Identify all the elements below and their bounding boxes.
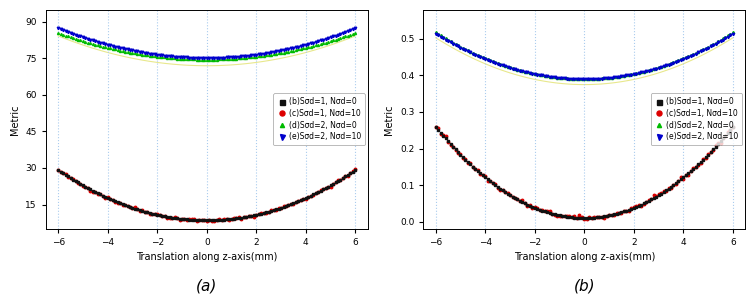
(e)Sσd=2, Nσd=10 [461, 48, 470, 52]
X-axis label: Translation along z-axis(mm): Translation along z-axis(mm) [513, 253, 655, 262]
(e)Sσd=2, Nσd=10 [202, 56, 211, 60]
(c)Sσd=1, Nσd=10 [334, 178, 343, 181]
(b)Sσd=1, Nσd=0 [431, 125, 440, 128]
(e)Sσd=2, Nσd=10 [123, 48, 132, 51]
(b)Sσd=1, Nσd=0 [634, 204, 643, 208]
(d)Sσd=2, Nσd=0 [580, 77, 589, 81]
Line: (d)Sσd=2, Nσd=0: (d)Sσd=2, Nσd=0 [435, 31, 734, 80]
Line: (b)Sσd=1, Nσd=0: (b)Sσd=1, Nσd=0 [434, 125, 734, 219]
(d)Sσd=2, Nσd=0 [431, 30, 440, 34]
Line: (c)Sσd=1, Nσd=10: (c)Sσd=1, Nσd=10 [57, 168, 356, 222]
(c)Sσd=1, Nσd=10 [123, 205, 132, 208]
(d)Sσd=2, Nσd=0 [83, 41, 92, 44]
(e)Sσd=2, Nσd=10 [334, 33, 343, 37]
(b)Sσd=1, Nσd=0 [619, 209, 628, 213]
(b)Sσd=1, Nσd=0 [501, 190, 510, 194]
(c)Sσd=1, Nσd=10 [619, 209, 628, 213]
(b)Sσd=1, Nσd=0 [334, 179, 343, 183]
(b)Sσd=1, Nσd=0 [257, 212, 266, 215]
(c)Sσd=1, Nσd=10 [257, 211, 266, 215]
(c)Sσd=1, Nσd=10 [207, 219, 216, 223]
(d)Sσd=2, Nσd=0 [54, 31, 63, 35]
(e)Sσd=2, Nσd=10 [634, 71, 643, 75]
Text: (a): (a) [196, 278, 217, 293]
(e)Sσd=2, Nσd=10 [729, 32, 738, 36]
(d)Sσd=2, Nσd=0 [461, 47, 470, 51]
(b)Sσd=1, Nσd=0 [83, 186, 92, 190]
(d)Sσd=2, Nσd=0 [334, 37, 343, 41]
(b)Sσd=1, Nσd=0 [711, 145, 720, 148]
X-axis label: Translation along z-axis(mm): Translation along z-axis(mm) [136, 253, 277, 262]
Line: (d)Sσd=2, Nσd=0: (d)Sσd=2, Nσd=0 [57, 32, 356, 61]
(d)Sσd=2, Nσd=0 [123, 50, 132, 54]
(b)Sσd=1, Nσd=0 [54, 168, 63, 172]
(e)Sσd=2, Nσd=10 [557, 76, 566, 80]
(c)Sσd=1, Nσd=10 [431, 126, 440, 129]
(d)Sσd=2, Nσd=0 [501, 64, 510, 68]
Line: (e)Sσd=2, Nσd=10: (e)Sσd=2, Nσd=10 [57, 27, 356, 59]
(c)Sσd=1, Nσd=10 [351, 168, 360, 171]
(b)Sσd=1, Nσd=0 [580, 216, 589, 220]
(c)Sσd=1, Nσd=10 [711, 143, 720, 147]
Y-axis label: Metric: Metric [10, 104, 20, 135]
(c)Sσd=1, Nσd=10 [634, 203, 643, 207]
(c)Sσd=1, Nσd=10 [729, 125, 738, 129]
(e)Sσd=2, Nσd=10 [257, 52, 266, 56]
(d)Sσd=2, Nσd=0 [634, 71, 643, 75]
(d)Sσd=2, Nσd=0 [351, 31, 360, 35]
(b)Sσd=1, Nσd=0 [202, 218, 211, 222]
(b)Sσd=1, Nσd=0 [557, 214, 566, 218]
Legend: (b)Sσd=1, Nσd=0, (c)Sσd=1, Nσd=10, (d)Sσd=2, Nσd=0, (e)Sσd=2, Nσd=10: (b)Sσd=1, Nσd=0, (c)Sσd=1, Nσd=10, (d)Sσ… [651, 93, 742, 145]
(e)Sσd=2, Nσd=10 [619, 74, 628, 78]
(d)Sσd=2, Nσd=0 [180, 57, 189, 61]
(b)Sσd=1, Nσd=0 [242, 215, 251, 219]
(c)Sσd=1, Nσd=10 [501, 190, 510, 193]
(e)Sσd=2, Nσd=10 [83, 37, 92, 41]
(b)Sσd=1, Nσd=0 [123, 204, 132, 208]
(d)Sσd=2, Nσd=0 [202, 58, 211, 62]
(b)Sσd=1, Nσd=0 [729, 125, 738, 128]
(c)Sσd=1, Nσd=10 [180, 218, 189, 221]
(c)Sσd=1, Nσd=10 [461, 157, 470, 161]
(b)Sσd=1, Nσd=0 [351, 168, 360, 172]
Line: (e)Sσd=2, Nσd=10: (e)Sσd=2, Nσd=10 [434, 33, 734, 80]
(d)Sσd=2, Nσd=0 [711, 41, 720, 44]
(c)Sσd=1, Nσd=10 [83, 186, 92, 190]
(e)Sσd=2, Nσd=10 [501, 64, 510, 68]
(b)Sσd=1, Nσd=0 [461, 158, 470, 161]
Line: (c)Sσd=1, Nσd=10: (c)Sσd=1, Nσd=10 [434, 126, 734, 220]
(c)Sσd=1, Nσd=10 [557, 214, 566, 218]
(e)Sσd=2, Nσd=10 [711, 42, 720, 46]
(e)Sσd=2, Nσd=10 [242, 54, 251, 58]
(b)Sσd=1, Nσd=0 [180, 217, 189, 221]
(d)Sσd=2, Nσd=0 [242, 56, 251, 59]
(e)Sσd=2, Nσd=10 [351, 26, 360, 30]
(c)Sσd=1, Nσd=10 [242, 215, 251, 219]
(d)Sσd=2, Nσd=0 [257, 54, 266, 58]
(e)Sσd=2, Nσd=10 [180, 55, 189, 59]
(d)Sσd=2, Nσd=0 [557, 76, 566, 80]
(c)Sσd=1, Nσd=10 [582, 217, 591, 221]
Line: (b)Sσd=1, Nσd=0: (b)Sσd=1, Nσd=0 [57, 169, 356, 221]
(e)Sσd=2, Nσd=10 [580, 77, 589, 81]
(d)Sσd=2, Nσd=0 [619, 74, 628, 78]
Y-axis label: Metric: Metric [384, 104, 394, 135]
Legend: (b)Sσd=1, Nσd=0, (c)Sσd=1, Nσd=10, (d)Sσd=2, Nσd=0, (e)Sσd=2, Nσd=10: (b)Sσd=1, Nσd=0, (c)Sσd=1, Nσd=10, (d)Sσ… [273, 93, 365, 145]
(c)Sσd=1, Nσd=10 [54, 168, 63, 172]
(d)Sσd=2, Nσd=0 [729, 30, 738, 34]
(e)Sσd=2, Nσd=10 [54, 26, 63, 30]
(e)Sσd=2, Nσd=10 [431, 32, 440, 36]
Text: (b): (b) [574, 278, 595, 293]
